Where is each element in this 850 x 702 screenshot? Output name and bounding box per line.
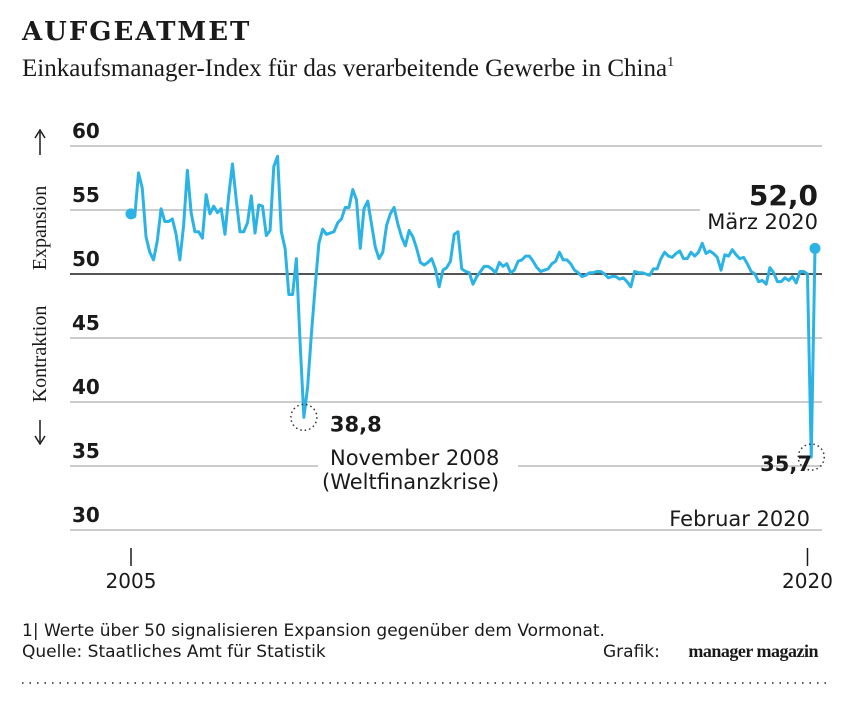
annotation: Februar 2020	[669, 507, 810, 531]
point-ring	[290, 403, 318, 432]
point-ring	[797, 443, 825, 471]
footnote: 1| Werte über 50 signalisieren Expansion…	[22, 621, 605, 641]
annotation: (Weltfinanzkrise)	[322, 470, 499, 494]
y-tick-label: 35	[72, 439, 100, 463]
subtitle-text: Einkaufsmanager-Index für das verarbeite…	[22, 55, 667, 82]
value-label: 35,7	[760, 452, 812, 476]
y-tick-label: 45	[72, 311, 100, 335]
arrow-head	[34, 128, 46, 139]
y-tick-label: 60	[72, 119, 100, 143]
start-dot	[125, 208, 137, 220]
arrow-head	[34, 435, 46, 446]
y-tick-label: 40	[72, 375, 100, 399]
y-tick-label: 50	[72, 247, 100, 271]
credit: manager magazin	[688, 641, 818, 661]
series-line	[130, 154, 817, 459]
subtitle-note: 1	[667, 55, 674, 70]
y-tick-label: 30	[72, 503, 100, 527]
chart-subtitle: Einkaufsmanager-Index für das verarbeite…	[22, 55, 674, 82]
mask	[700, 185, 830, 230]
x-tick-label: 2020	[782, 569, 833, 593]
point-dot	[809, 242, 821, 254]
y-label-kontraktion: Kontraktion	[29, 306, 51, 403]
y-label-expansion: Expansion	[29, 186, 51, 270]
label-masks	[318, 185, 830, 494]
chart-title: AUFGEATMET	[21, 17, 251, 47]
x-tick-label: 2005	[106, 569, 157, 593]
source: Quelle: Staatliches Amt für Statistik	[22, 642, 326, 662]
annotation: November 2008	[330, 446, 499, 470]
annotation: März 2020	[707, 210, 818, 234]
y-tick-label: 55	[72, 183, 100, 207]
value-label: 38,8	[330, 412, 382, 436]
y-side-labels: Expansion Kontraktion	[29, 128, 51, 446]
mask	[318, 454, 518, 494]
value-label: 52,0	[749, 179, 818, 212]
credit-label: Grafik:	[603, 642, 660, 662]
